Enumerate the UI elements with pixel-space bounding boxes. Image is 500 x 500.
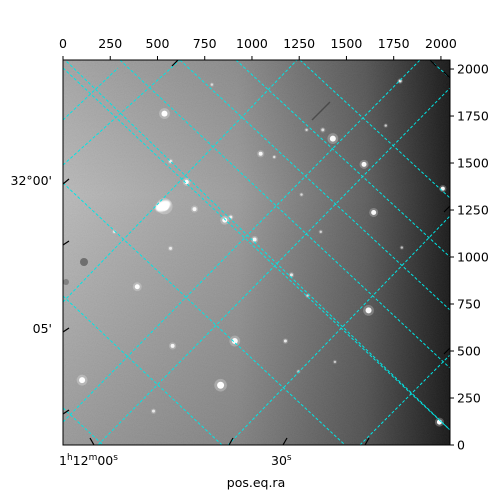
x-axis-title: pos.eq.ra (227, 475, 285, 490)
grid-line (64, 60, 450, 431)
star (400, 246, 404, 249)
grid-line (235, 60, 450, 258)
grid-line (63, 182, 346, 445)
dec-tick-label: 32°00' (11, 173, 53, 188)
top-tick-label: 250 (98, 36, 122, 51)
top-tick-label: 500 (146, 36, 170, 51)
right-tick-label: 750 (457, 297, 481, 312)
star (365, 307, 372, 314)
top-tick-label: 0 (59, 36, 67, 51)
grid-line (119, 60, 450, 369)
grid-line (299, 60, 450, 199)
grid-line (97, 87, 450, 445)
grid-line (63, 407, 104, 445)
star (184, 179, 189, 185)
star (319, 230, 322, 234)
ra-tick-label: 30s (271, 453, 292, 468)
star (289, 273, 293, 277)
star (134, 284, 140, 290)
star (321, 128, 325, 132)
right-tick-label: 500 (457, 344, 481, 359)
dark-spot (80, 258, 88, 266)
star (169, 246, 173, 250)
right-tick-label: 250 (457, 391, 481, 406)
star (306, 294, 309, 297)
world-edge-tick (171, 59, 179, 67)
grid-line (63, 60, 298, 303)
right-tick-label: 2000 (457, 62, 489, 77)
top-tick-label: 2000 (425, 36, 457, 51)
satellite-streak (311, 101, 331, 121)
grid-line (63, 60, 181, 166)
dec-tick-label: 05' (33, 321, 52, 336)
world-edge-tick (429, 59, 437, 67)
right-tick-label: 1250 (457, 203, 489, 218)
star (170, 343, 175, 348)
star (152, 409, 156, 413)
star (384, 124, 387, 127)
grid-line (179, 60, 450, 311)
right-tick-label: 1750 (457, 109, 489, 124)
star (258, 151, 263, 156)
top-tick-label: 1750 (378, 36, 410, 51)
star (252, 237, 257, 242)
star (300, 193, 303, 196)
plot-frame (62, 59, 451, 446)
ra-tick (228, 437, 234, 446)
right-tick-label: 1000 (457, 250, 489, 265)
sky-image (63, 60, 450, 445)
dec-tick (62, 327, 70, 333)
top-tick-label: 1000 (236, 36, 268, 51)
star (398, 79, 402, 83)
top-tick-label: 1500 (331, 36, 363, 51)
bottom-ra-axis: 1h12m00s 30s pos.eq.ra (59, 437, 370, 490)
star (161, 110, 168, 117)
world-edge-tick (443, 71, 451, 79)
world-edge-tick (443, 347, 451, 355)
grid-line (359, 354, 450, 445)
right-pixel-axis: 0 250 500 750 1000 1250 1500 1750 2000 (171, 59, 489, 453)
right-tick-label: 0 (457, 438, 465, 453)
top-pixel-axis: 0 250 500 750 1000 1250 1500 1750 2000 (59, 36, 457, 60)
ra-tick (89, 437, 95, 446)
star (283, 339, 287, 343)
star (329, 135, 336, 142)
star (222, 217, 228, 223)
dec-tick (62, 409, 70, 415)
world-edge-tick (443, 205, 451, 213)
star (192, 207, 197, 212)
star (333, 360, 337, 364)
star (371, 209, 377, 215)
sky-noise (63, 60, 450, 445)
top-tick-label: 1250 (283, 36, 315, 51)
star (361, 161, 367, 167)
dec-tick (62, 240, 70, 246)
grid-line (63, 67, 119, 121)
star (79, 377, 86, 384)
star (210, 83, 214, 86)
grid-line (227, 215, 450, 445)
dec-tick (62, 178, 70, 185)
grid-line (63, 67, 450, 431)
coordinate-grid (63, 60, 450, 445)
star (217, 381, 225, 389)
ra-tick-label: 1h12m00s (59, 453, 118, 468)
star (305, 128, 308, 132)
star (273, 155, 276, 159)
dark-spot (63, 279, 69, 285)
right-tick-label: 1500 (457, 156, 489, 171)
star (440, 186, 445, 191)
star (231, 338, 238, 345)
grid-line (63, 295, 223, 445)
ra-tick (364, 437, 370, 446)
left-dec-axis: 32°00' 05' (11, 173, 70, 415)
top-tick-label: 750 (193, 36, 217, 51)
ra-tick (282, 437, 288, 446)
